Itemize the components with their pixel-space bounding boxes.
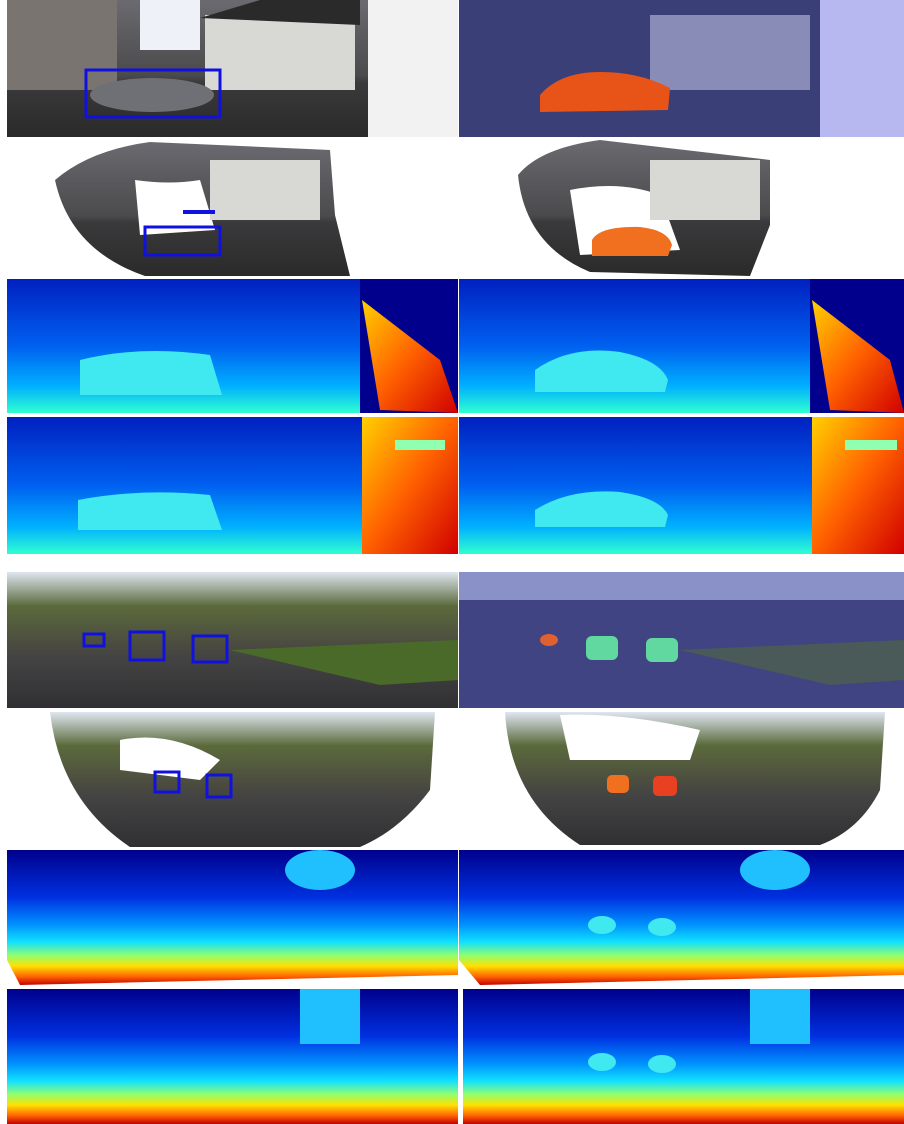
scene-1-depth-gt (7, 417, 904, 554)
tree-depth (300, 989, 360, 1044)
patch (395, 440, 445, 450)
depth (463, 989, 904, 1124)
car-depth (535, 350, 668, 392)
car-mask (540, 72, 670, 112)
wall (820, 0, 904, 137)
car-mask (653, 776, 677, 796)
car-mask (607, 775, 629, 793)
car-mask (540, 634, 558, 646)
hole (135, 180, 215, 235)
grass (680, 640, 904, 685)
patch (845, 440, 897, 450)
wall (368, 0, 458, 137)
roof (200, 0, 360, 25)
box (128, 630, 166, 662)
depth (459, 850, 904, 985)
sky (459, 572, 904, 600)
photo (7, 572, 458, 708)
scene-2-cloud (50, 712, 435, 847)
scene-2-cloud-mask (505, 712, 885, 845)
sky (140, 0, 200, 50)
car-depth (535, 491, 668, 527)
scene-1-cloud (55, 142, 350, 276)
hole (560, 714, 700, 760)
scene-2-depth-gt (7, 989, 904, 1124)
car-depth (648, 1055, 676, 1073)
cloud (50, 712, 435, 847)
car-depth (78, 492, 222, 530)
scene-1-photo (7, 0, 458, 137)
near-depth (812, 300, 904, 413)
car-depth (80, 351, 222, 395)
scene-2-mask (459, 572, 904, 708)
near-depth (362, 300, 458, 413)
tree-depth (750, 989, 810, 1044)
car-depth (588, 916, 616, 934)
house (210, 160, 320, 220)
box (153, 770, 181, 794)
scene-1-cloud-mask (518, 140, 770, 276)
house (650, 15, 810, 90)
grass (230, 640, 458, 685)
depth (7, 989, 458, 1124)
scene-1-depth (7, 279, 904, 413)
box (205, 773, 233, 799)
scene-2-photo (7, 572, 458, 708)
scene-1-mask (459, 0, 904, 137)
car-mask (586, 636, 618, 660)
box (143, 225, 222, 257)
car-mask (646, 638, 678, 662)
depth (7, 850, 458, 985)
car-depth (648, 918, 676, 936)
tree-depth (740, 850, 810, 890)
hole (120, 737, 220, 780)
car (90, 78, 214, 112)
box (84, 68, 222, 119)
near-depth (362, 417, 458, 554)
house-left (7, 0, 117, 90)
tree-depth (285, 850, 355, 890)
box (191, 634, 229, 664)
house (650, 160, 760, 220)
scene-2-depth (7, 850, 904, 985)
car-mask (592, 226, 672, 256)
car-depth (588, 1053, 616, 1071)
box (82, 632, 106, 648)
house (205, 15, 355, 90)
near-depth (812, 417, 904, 554)
